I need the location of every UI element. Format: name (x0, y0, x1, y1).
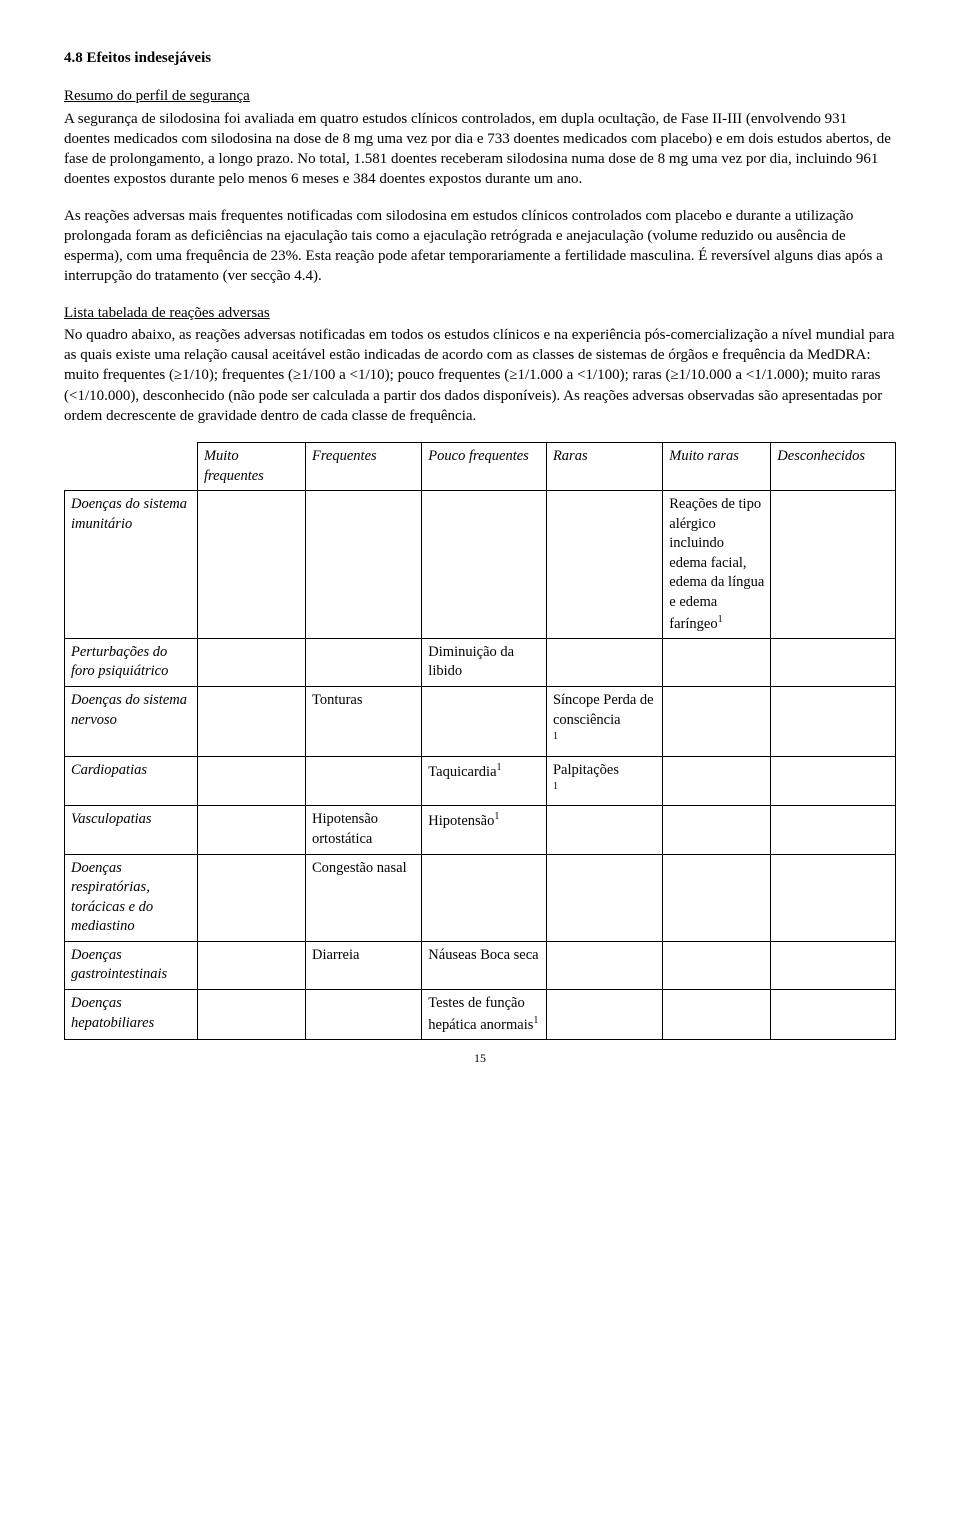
table-row: Doenças hepatobiliares Testes de função … (65, 989, 896, 1039)
cell (197, 687, 305, 757)
section-heading: 4.8 Efeitos indesejáveis (64, 48, 896, 68)
cell (771, 806, 896, 854)
table-row: Doenças respiratórias, torácicas e do me… (65, 854, 896, 941)
paragraph-1: A segurança de silodosina foi avaliada e… (64, 109, 896, 190)
cell (305, 491, 421, 639)
cell (663, 854, 771, 941)
cell (197, 854, 305, 941)
cell (305, 638, 421, 686)
cell: Diminuição da libido (422, 638, 547, 686)
cell (197, 989, 305, 1039)
paragraph-3: No quadro abaixo, as reações adversas no… (64, 325, 896, 426)
cell: Hipotensão1 (422, 806, 547, 854)
subheading-resumo: Resumo do perfil de segurança (64, 86, 896, 106)
cell (546, 491, 662, 639)
cell (546, 638, 662, 686)
cell (305, 756, 421, 806)
cell (197, 806, 305, 854)
cell: Palpitações1 (546, 756, 662, 806)
paragraph-2: As reações adversas mais frequentes noti… (64, 206, 896, 287)
cell (771, 854, 896, 941)
adverse-reactions-table: Muito frequentes Frequentes Pouco freque… (64, 442, 896, 1040)
cell (771, 491, 896, 639)
cell: Diarreia (305, 941, 421, 989)
cell (422, 687, 547, 757)
table-row: Doenças do sistema imunitário Reações de… (65, 491, 896, 639)
cell: Tonturas (305, 687, 421, 757)
cell (305, 989, 421, 1039)
col-header: Frequentes (305, 443, 421, 491)
table-row: Doenças do sistema nervoso Tonturas Sínc… (65, 687, 896, 757)
cell (771, 756, 896, 806)
cell: Síncope Perda de consciência1 (546, 687, 662, 757)
cell: Hipotensão ortostática (305, 806, 421, 854)
cell (197, 638, 305, 686)
cell (546, 806, 662, 854)
subheading-lista: Lista tabelada de reações adversas (64, 303, 896, 323)
table-row: Vasculopatias Hipotensão ortostática Hip… (65, 806, 896, 854)
cell: Náuseas Boca seca (422, 941, 547, 989)
page-number: 15 (64, 1050, 896, 1066)
cell: Taquicardia1 (422, 756, 547, 806)
table-row: Perturbações do foro psiquiátrico Diminu… (65, 638, 896, 686)
col-header: Desconhecidos (771, 443, 896, 491)
cell: Reações de tipo alérgico incluindo edema… (663, 491, 771, 639)
table-row: Cardiopatias Taquicardia1 Palpitações1 (65, 756, 896, 806)
col-header: Muito frequentes (197, 443, 305, 491)
cell (771, 989, 896, 1039)
row-category: Doenças gastrointestinais (65, 941, 198, 989)
cell: Testes de função hepática anormais1 (422, 989, 547, 1039)
cell (546, 941, 662, 989)
row-category: Perturbações do foro psiquiátrico (65, 638, 198, 686)
cell (771, 638, 896, 686)
col-header: Muito raras (663, 443, 771, 491)
row-category: Cardiopatias (65, 756, 198, 806)
cell (663, 941, 771, 989)
cell (663, 756, 771, 806)
row-category: Doenças hepatobiliares (65, 989, 198, 1039)
col-header: Raras (546, 443, 662, 491)
cell (546, 854, 662, 941)
table-corner (65, 443, 198, 491)
cell (663, 687, 771, 757)
cell (771, 941, 896, 989)
cell: Congestão nasal (305, 854, 421, 941)
table-row: Doenças gastrointestinais Diarreia Náuse… (65, 941, 896, 989)
cell (771, 687, 896, 757)
cell (663, 989, 771, 1039)
col-header: Pouco frequentes (422, 443, 547, 491)
table-header-row: Muito frequentes Frequentes Pouco freque… (65, 443, 896, 491)
cell (197, 756, 305, 806)
row-category: Doenças do sistema nervoso (65, 687, 198, 757)
row-category: Doenças respiratórias, torácicas e do me… (65, 854, 198, 941)
row-category: Vasculopatias (65, 806, 198, 854)
cell (546, 989, 662, 1039)
cell (663, 806, 771, 854)
cell (422, 491, 547, 639)
cell (663, 638, 771, 686)
cell (197, 941, 305, 989)
row-category: Doenças do sistema imunitário (65, 491, 198, 639)
cell (197, 491, 305, 639)
cell (422, 854, 547, 941)
